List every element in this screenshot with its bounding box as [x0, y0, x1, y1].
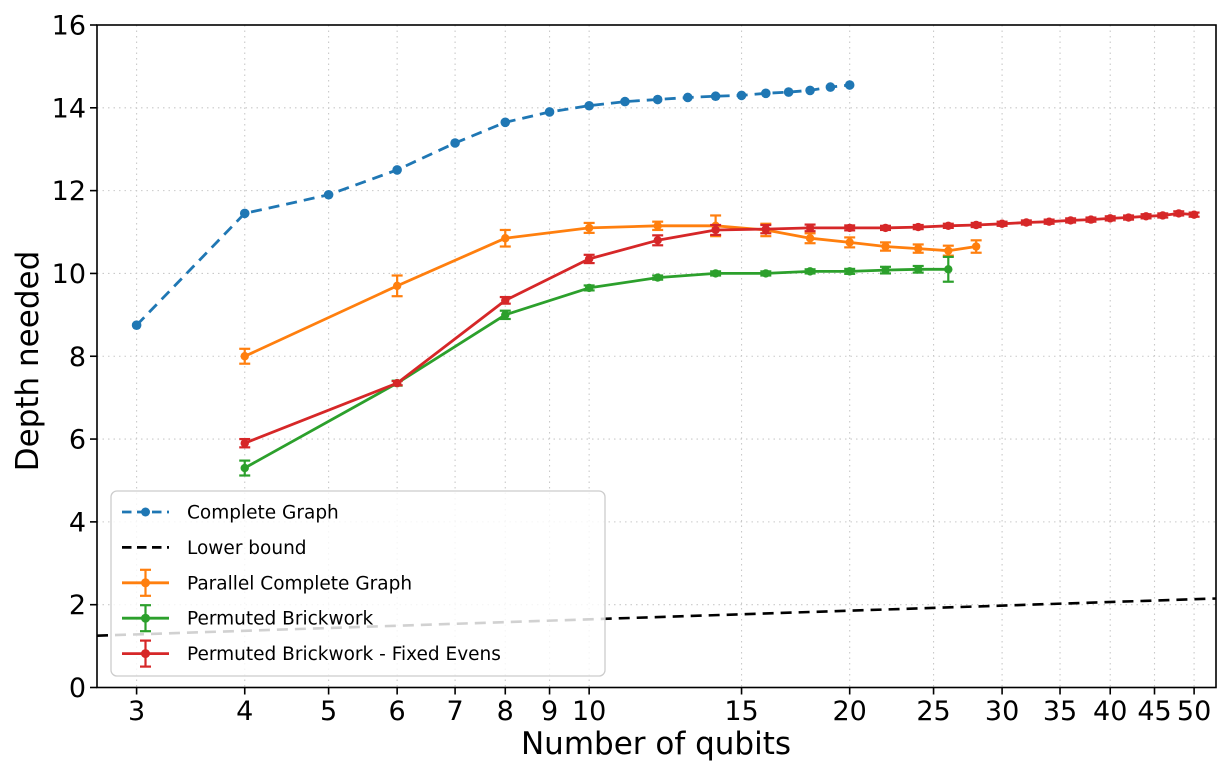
y-tick-label: 8 — [69, 342, 86, 373]
y-tick-label: 0 — [69, 673, 86, 704]
y-tick-label: 6 — [69, 425, 86, 456]
x-tick-label: 8 — [497, 696, 514, 727]
x-tick-label: 7 — [446, 696, 463, 727]
x-tick-label: 50 — [1177, 696, 1211, 727]
x-tick-label: 6 — [389, 696, 406, 727]
x-tick-label: 15 — [724, 696, 758, 727]
legend-item-permuted-brickwork-fixed-evens: Permuted Brickwork - Fixed Evens — [122, 639, 501, 668]
series-complete-graph — [131, 80, 855, 330]
y-axis-label: Depth needed — [10, 250, 46, 472]
x-tick-label: 9 — [541, 696, 558, 727]
legend-item-parallel-complete-graph: Parallel Complete Graph — [122, 568, 412, 597]
legend-item-permuted-brickwork: Permuted Brickwork — [122, 604, 374, 633]
x-tick-label: 3 — [128, 696, 145, 727]
legend-label: Lower bound — [187, 538, 307, 559]
y-tick-label: 10 — [52, 259, 86, 290]
legend: Complete Graph Lower bound Parallel Comple… — [110, 490, 606, 677]
x-tick-label: 25 — [916, 696, 950, 727]
series-permuted-brickwork-fixed-evens — [239, 209, 1200, 449]
legend-label: Permuted Brickwork - Fixed Evens — [187, 644, 501, 665]
legend-item-lower-bound: Lower bound — [122, 538, 307, 559]
y-axis: 0 2 4 6 8 10 12 14 16 — [52, 11, 97, 704]
legend-label: Parallel Complete Graph — [187, 573, 412, 594]
x-tick-label: 10 — [572, 696, 606, 727]
y-tick-label: 12 — [52, 176, 86, 207]
legend-item-complete-graph: Complete Graph — [122, 503, 339, 524]
legend-label: Permuted Brickwork — [187, 609, 374, 630]
series-permuted-brickwork — [239, 255, 954, 477]
series-parallel-complete-graph — [239, 214, 982, 365]
y-tick-label: 14 — [52, 93, 86, 124]
x-tick-label: 30 — [985, 696, 1019, 727]
x-tick-label: 5 — [320, 696, 337, 727]
x-axis-label: Number of qubits — [520, 726, 792, 762]
x-tick-label: 45 — [1137, 696, 1171, 727]
legend-label: Complete Graph — [187, 503, 339, 524]
x-tick-label: 40 — [1093, 696, 1127, 727]
y-tick-label: 2 — [69, 590, 86, 621]
x-tick-label: 4 — [236, 696, 253, 727]
y-tick-label: 4 — [69, 507, 86, 538]
x-tick-label: 20 — [833, 696, 867, 727]
x-tick-label: 35 — [1043, 696, 1077, 727]
x-axis: 3 4 5 6 7 8 9 10 15 20 25 30 35 40 45 50 — [128, 687, 1211, 727]
y-tick-label: 16 — [52, 11, 86, 42]
